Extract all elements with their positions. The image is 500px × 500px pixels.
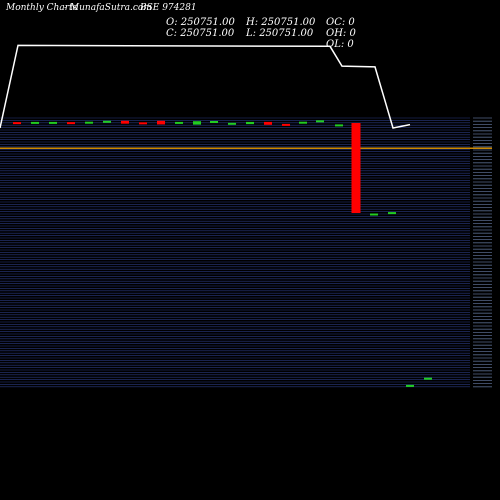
candle-5 bbox=[103, 120, 111, 123]
gridlines bbox=[0, 117, 470, 388]
candle-19 bbox=[351, 123, 361, 213]
candle-21 bbox=[388, 212, 396, 215]
source-label: - MunafaSutra.com bbox=[64, 3, 152, 13]
oc-value: OC: 0 bbox=[326, 17, 355, 28]
chart-label: Monthly Charts bbox=[6, 3, 78, 13]
high-value: H: 250751.00 bbox=[246, 17, 316, 28]
ol-value: OL: 0 bbox=[326, 39, 354, 50]
candle-23 bbox=[424, 377, 432, 380]
open-value: O: 250751.00 bbox=[166, 17, 235, 28]
candle-7 bbox=[139, 122, 147, 125]
candle-9 bbox=[175, 121, 183, 124]
candles bbox=[13, 120, 432, 387]
oh-value: OH: 0 bbox=[326, 28, 356, 39]
candle-15 bbox=[282, 123, 290, 126]
candle-0 bbox=[13, 122, 21, 125]
candle-3 bbox=[67, 122, 75, 125]
candle-4 bbox=[85, 121, 93, 124]
candle-11 bbox=[210, 121, 218, 123]
symbol-label: BSE 974281 bbox=[140, 3, 197, 13]
candle-20 bbox=[370, 213, 378, 216]
candle-10 bbox=[193, 121, 201, 125]
low-value: L: 250751.00 bbox=[246, 28, 314, 39]
candle-8 bbox=[157, 120, 165, 125]
candle-14 bbox=[264, 121, 272, 125]
candle-2 bbox=[49, 121, 57, 124]
close-value: C: 250751.00 bbox=[166, 28, 235, 39]
candle-16 bbox=[299, 121, 307, 124]
y-axis-tick-marks bbox=[473, 117, 492, 388]
candle-22 bbox=[406, 384, 414, 387]
candle-18 bbox=[335, 124, 343, 127]
candle-17 bbox=[316, 120, 324, 123]
candle-1 bbox=[31, 121, 39, 124]
candle-12 bbox=[228, 122, 236, 125]
volume-line bbox=[0, 44, 411, 129]
candle-13 bbox=[246, 121, 254, 125]
candle-6 bbox=[121, 120, 129, 124]
